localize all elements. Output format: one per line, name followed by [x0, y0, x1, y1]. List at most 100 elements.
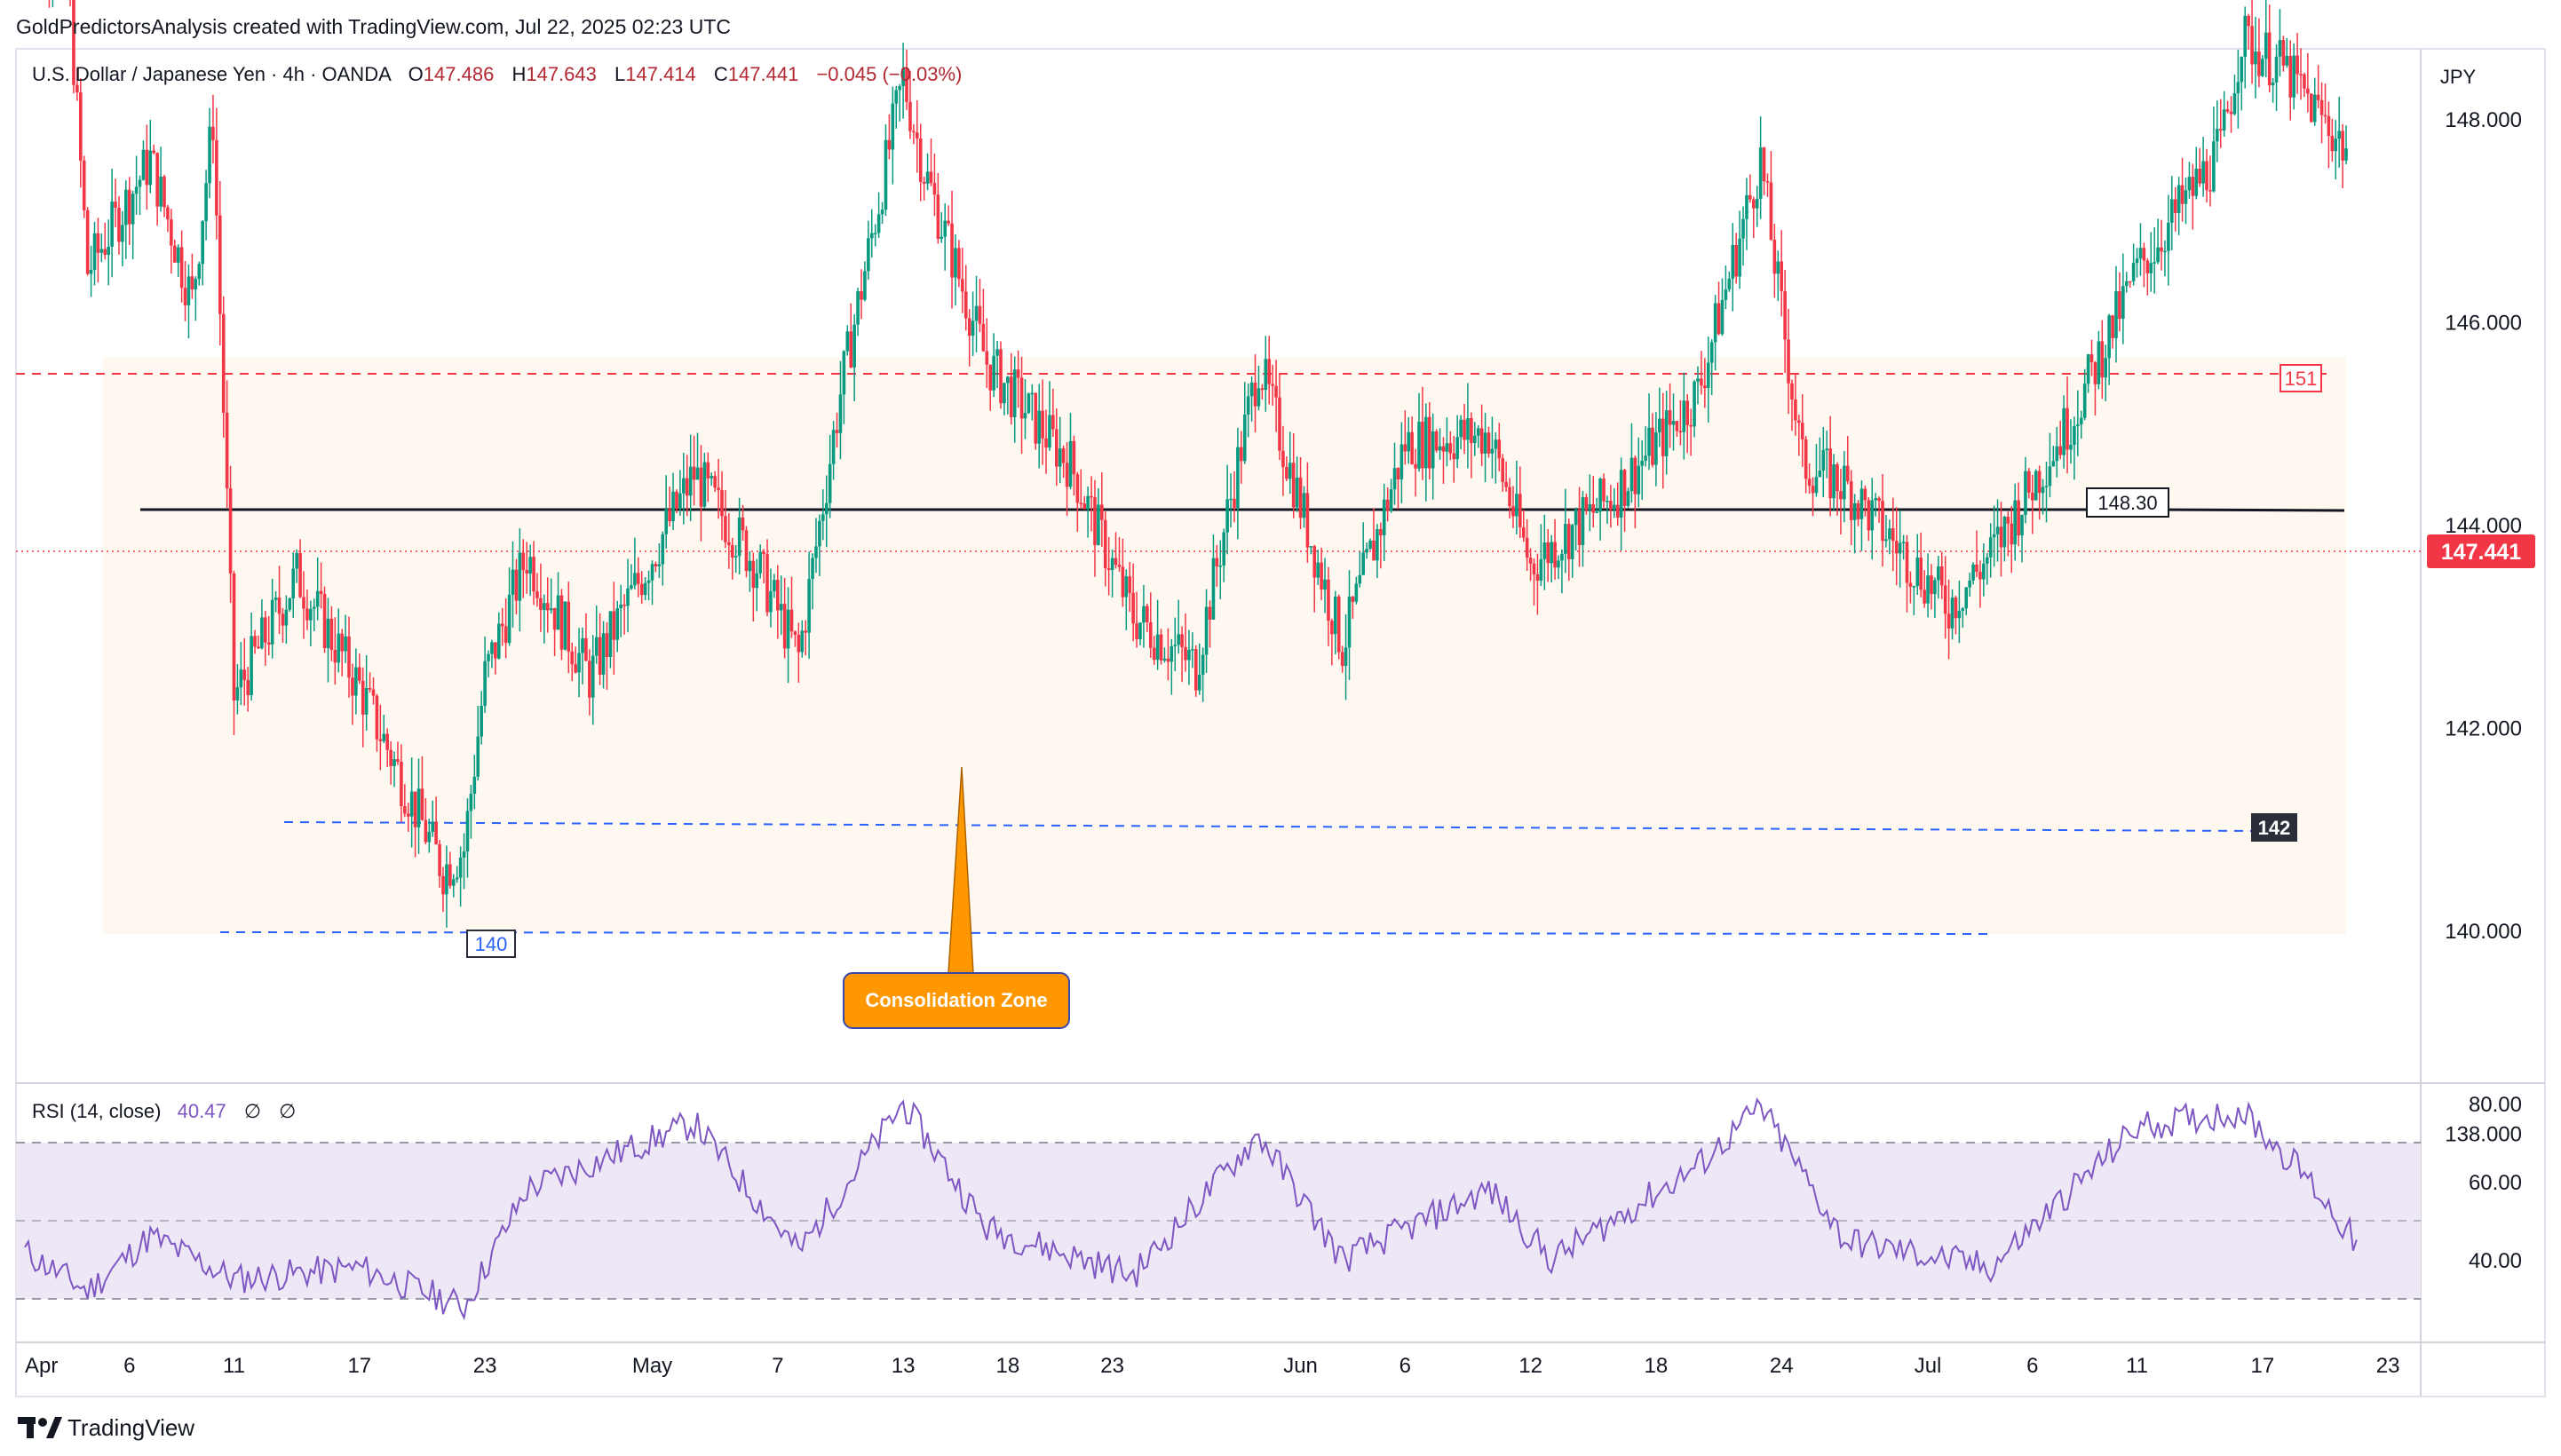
candle-body [661, 534, 665, 565]
date-tick: 13 [892, 1354, 916, 1378]
candle-body [2142, 248, 2146, 261]
candle-body [1912, 586, 1916, 588]
candle-body [406, 813, 410, 817]
candle-body [876, 214, 881, 233]
candle-body [1236, 447, 1240, 508]
candle-body [1930, 575, 1933, 595]
candle-body [845, 331, 850, 352]
candle-body [1923, 590, 1926, 604]
candle-body [148, 150, 153, 186]
candle-body [657, 564, 662, 566]
candle-body [389, 749, 392, 766]
candle-body [539, 597, 543, 610]
candle-body [2198, 168, 2201, 184]
close-value: 147.441 [728, 63, 799, 85]
candle-body [570, 651, 575, 665]
price-axis: 156.000154.000152.000150.000148.000146.0… [2445, 108, 2522, 1147]
candle-body [494, 642, 497, 659]
candle-body [1201, 654, 1205, 676]
consolidation-callout-text: Consolidation Zone [865, 989, 1047, 1011]
candle-body [1260, 388, 1265, 391]
candle-body [1225, 499, 1229, 533]
candle-body [1281, 450, 1285, 468]
rsi-extra-2: ∅ [279, 1100, 296, 1122]
label-142-text: 142 [2258, 817, 2291, 839]
candle-body [981, 323, 986, 352]
candle-body [1455, 437, 1459, 460]
candle-body [2089, 354, 2094, 363]
candle-body [1709, 342, 1714, 363]
date-tick: 11 [2126, 1354, 2148, 1378]
candle-body [2124, 281, 2129, 287]
candle-body [416, 788, 421, 827]
candle-body [643, 582, 647, 596]
tradingview-logo[interactable]: TradingView [18, 1414, 194, 1441]
candle-body [2017, 500, 2020, 536]
candle-body [201, 221, 204, 265]
candle-body [2330, 136, 2335, 152]
candle-body [462, 851, 466, 858]
candle-body [114, 202, 117, 208]
candle-body [2292, 55, 2295, 98]
candle-body [1689, 424, 1693, 427]
candle-body [1745, 194, 1748, 219]
candle-body [92, 233, 97, 270]
candle-body [1340, 652, 1344, 667]
candle-body [730, 545, 734, 558]
rsi-line [24, 1097, 2358, 1321]
candle-body [521, 552, 526, 571]
candle-body [1870, 500, 1875, 531]
candle-body [824, 502, 829, 515]
candle-body [1894, 541, 1899, 554]
candle-body [2271, 82, 2275, 86]
candle-body [2194, 168, 2199, 196]
candle-body [260, 617, 264, 649]
candle-body [2243, 15, 2248, 58]
candle-body [1535, 574, 1540, 582]
candle-body [1354, 583, 1359, 602]
candle-body [1762, 147, 1766, 182]
candle-body [1828, 448, 1832, 499]
candle-body [2176, 185, 2181, 214]
candle-body [110, 202, 114, 247]
candle-body [552, 608, 557, 630]
candle-body [385, 733, 389, 750]
candle-body [765, 554, 769, 613]
candle-body [134, 186, 139, 194]
candle-body [319, 590, 323, 594]
candle-body [1128, 576, 1132, 593]
low-value: 147.414 [625, 63, 696, 85]
candle-body [145, 149, 149, 186]
candle-body [922, 181, 926, 184]
candle-body [2216, 129, 2219, 142]
candle-body [2319, 99, 2324, 115]
candle-body [1180, 634, 1184, 647]
candle-body [1278, 397, 1281, 451]
candle-body [1654, 432, 1658, 465]
candle-body [1790, 383, 1794, 400]
candle-body [695, 467, 700, 480]
candle-body [789, 609, 794, 632]
candle-body [525, 570, 528, 574]
candle-body [598, 637, 602, 675]
candle-body [1114, 558, 1118, 566]
candle-body [253, 636, 257, 647]
candle-body [2184, 190, 2188, 204]
candle-body [1399, 444, 1404, 479]
candle-body [818, 520, 821, 547]
candle-body [950, 223, 954, 278]
high-value: 147.643 [526, 63, 597, 85]
candle-body [1560, 553, 1564, 561]
candle-body [1483, 432, 1487, 454]
candle-body [75, 84, 79, 93]
candle-body [152, 150, 156, 154]
candle-body [438, 843, 441, 876]
candle-body [2303, 74, 2306, 89]
candle-body [232, 573, 236, 700]
candle-body [1570, 525, 1574, 559]
last-price-text: 147.441 [2441, 540, 2521, 565]
price-tick: 140.000 [2445, 920, 2522, 944]
candle-body [400, 761, 403, 807]
candle-body [1821, 450, 1826, 471]
candle-body [458, 857, 463, 878]
